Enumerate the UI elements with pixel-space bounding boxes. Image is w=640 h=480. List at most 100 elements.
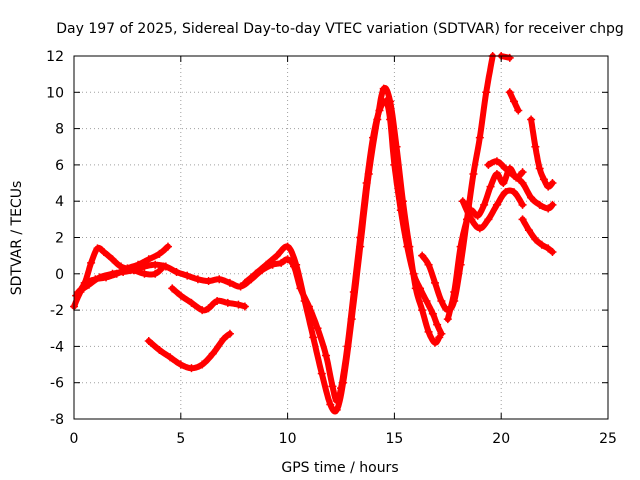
y-tick-label: -6 [50,376,64,392]
chart-title: Day 197 of 2025, Sidereal Day-to-day VTE… [56,21,624,37]
data-point-marker [544,204,553,213]
data-point-marker [424,327,433,336]
data-point-marker [240,302,249,311]
data-point-marker [456,242,465,251]
data-point-marker [527,193,536,202]
data-point-marker [473,211,482,220]
data-point-marker [300,297,309,306]
data-point-marker [328,382,337,391]
y-tick-label: -4 [50,339,64,355]
data-point-marker [422,297,431,306]
grid-lines [74,56,608,419]
data-point-marker [548,179,557,188]
data-point-marker [87,258,96,267]
data-point-marker [433,320,442,329]
series-arc-14 [497,52,514,62]
data-point-marker [437,297,446,306]
data-point-marker [140,269,149,278]
data-point-marker [486,182,495,191]
data-point-marker [144,336,153,345]
data-point-marker [475,133,484,142]
x-tick-label: 15 [385,431,403,447]
series-arc-13 [518,215,557,257]
x-tick-label: 20 [492,431,510,447]
data-point-marker [251,269,260,278]
data-point-marker [537,240,546,249]
series-arc-3 [74,97,446,405]
data-point-marker [492,200,501,209]
x-tick-label: 10 [279,431,297,447]
data-point-marker [198,306,207,315]
data-point-marker [326,400,335,409]
data-point-marker [187,298,196,307]
data-point-marker [514,106,523,115]
data-point-marker [163,242,172,251]
data-point-marker [84,280,93,289]
data-point-marker [183,271,192,280]
data-point-marker [93,244,102,253]
x-tick-label: 5 [176,431,185,447]
y-tick-label: -8 [50,412,64,428]
data-point-marker [272,251,281,260]
data-point-marker [155,249,164,258]
data-point-marker [480,200,489,209]
data-point-marker [151,269,160,278]
data-point-marker [208,349,217,358]
data-point-marker [187,364,196,373]
data-point-marker [505,53,514,62]
data-point-marker [544,182,553,191]
data-point-marker [204,277,213,286]
data-point-marker [140,262,149,271]
data-point-marker [198,360,207,369]
data-point-marker [283,242,292,251]
data-point-marker [544,244,553,253]
data-point-marker [411,284,420,293]
y-tick-label: -2 [50,303,64,319]
series-arc-12 [527,115,557,191]
y-tick-label: 2 [55,231,64,247]
data-point-marker [450,287,459,296]
data-point-marker [119,267,128,276]
data-point-marker [283,255,292,264]
data-point-marker [144,255,153,264]
data-point-marker [172,267,181,276]
data-point-marker [531,142,540,151]
data-point-marker [99,248,108,257]
y-tick-label: 10 [46,85,64,101]
series-line [75,98,445,404]
data-point-marker [95,273,104,282]
data-point-marker [204,304,213,313]
data-point-marker [430,278,439,287]
data-point-marker [469,169,478,178]
y-tick-label: 4 [55,194,64,210]
x-tick-label: 25 [599,431,617,447]
data-point-marker [418,251,427,260]
data-point-marker [193,275,202,284]
data-point-marker [74,287,83,296]
x-axis-label: GPS time / hours [281,460,398,476]
data-point-marker [161,262,170,271]
data-point-marker [108,255,117,264]
series-arc-10 [484,157,557,213]
axis-ticks: 0 5 10 15 20 25 -8 -6 -4 -2 0 2 4 6 8 10 12 [46,49,617,447]
data-point-marker [356,242,365,251]
series-arc-6 [168,284,249,315]
data-point-marker [213,297,222,306]
data-point-marker [531,235,540,244]
series-line [459,187,526,232]
y-axis-label: SDTVAR / TECUs [9,181,25,296]
series-arc-4 [240,84,444,415]
data-point-marker [435,333,444,342]
series-line [528,116,556,190]
x-tick-label: 0 [70,431,79,447]
data-point-marker [313,324,322,333]
data-point-marker [277,258,286,267]
data-point-marker [482,88,491,97]
data-point-marker [524,226,533,235]
series-arc-9 [458,187,527,233]
data-series [70,52,557,415]
data-point-marker [317,369,326,378]
data-point-marker [108,269,117,278]
data-point-marker [539,175,548,184]
data-point-marker [225,329,234,338]
